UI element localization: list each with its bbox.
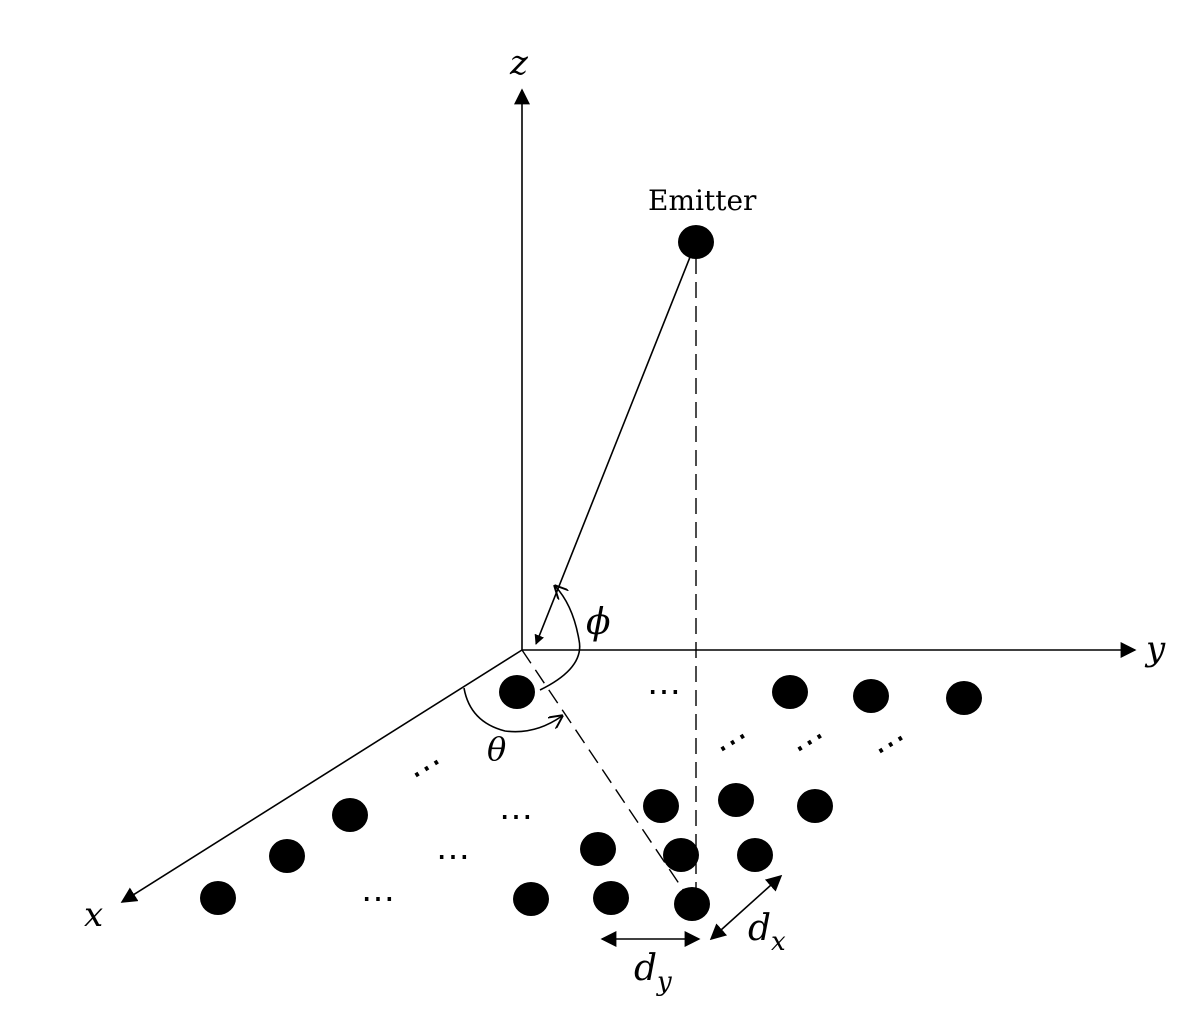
y-axis-label: y bbox=[1144, 629, 1166, 669]
array-element bbox=[718, 783, 754, 817]
array-element bbox=[674, 887, 710, 921]
ellipsis-markers: ⋯ ⋯ ⋯ ⋯ ⋯ ⋯ ⋯ ⋯ bbox=[361, 672, 915, 919]
array-element bbox=[772, 675, 808, 709]
array-element bbox=[853, 679, 889, 713]
ellipsis: ⋯ bbox=[361, 879, 395, 919]
dx-label-base: d bbox=[748, 908, 771, 949]
x-axis bbox=[120, 649, 523, 903]
array-element bbox=[797, 789, 833, 823]
array-element bbox=[946, 681, 982, 715]
dy-label: dy bbox=[634, 948, 672, 997]
dx-label-subscript: x bbox=[771, 927, 786, 957]
array-element bbox=[332, 798, 368, 832]
x-axis-label: x bbox=[84, 895, 103, 935]
dy-label-base: d bbox=[634, 948, 657, 989]
ellipsis: ⋯ bbox=[647, 672, 681, 712]
array-element bbox=[269, 839, 305, 873]
ellipsis: ⋯ bbox=[865, 718, 915, 770]
array-element bbox=[499, 675, 535, 709]
dx-dimension-arrow bbox=[709, 874, 783, 941]
azimuth-angle-arc bbox=[463, 687, 562, 733]
emitter-ground-projection bbox=[521, 649, 691, 901]
emitter-label: Emitter bbox=[648, 184, 757, 217]
array-element bbox=[737, 838, 773, 872]
ellipsis: ⋯ bbox=[499, 797, 533, 837]
array-element bbox=[663, 838, 699, 872]
array-element bbox=[643, 789, 679, 823]
z-axis-label: z bbox=[509, 43, 529, 83]
array-element bbox=[513, 882, 549, 916]
array-element bbox=[200, 881, 236, 915]
emitter-ray bbox=[534, 241, 697, 645]
elevation-angle-label: ϕ bbox=[586, 602, 611, 643]
elevation-angle-arc bbox=[539, 586, 581, 691]
dx-label: dx bbox=[748, 908, 786, 957]
ellipsis: ⋯ bbox=[401, 742, 451, 794]
azimuth-angle-label: θ bbox=[487, 730, 506, 768]
array-elements bbox=[200, 675, 982, 921]
ellipsis: ⋯ bbox=[436, 837, 470, 877]
array-element bbox=[593, 881, 629, 915]
ellipsis: ⋯ bbox=[784, 716, 834, 768]
dy-label-subscript: y bbox=[656, 967, 672, 997]
array-element bbox=[580, 832, 616, 866]
ellipsis: ⋯ bbox=[707, 716, 757, 768]
